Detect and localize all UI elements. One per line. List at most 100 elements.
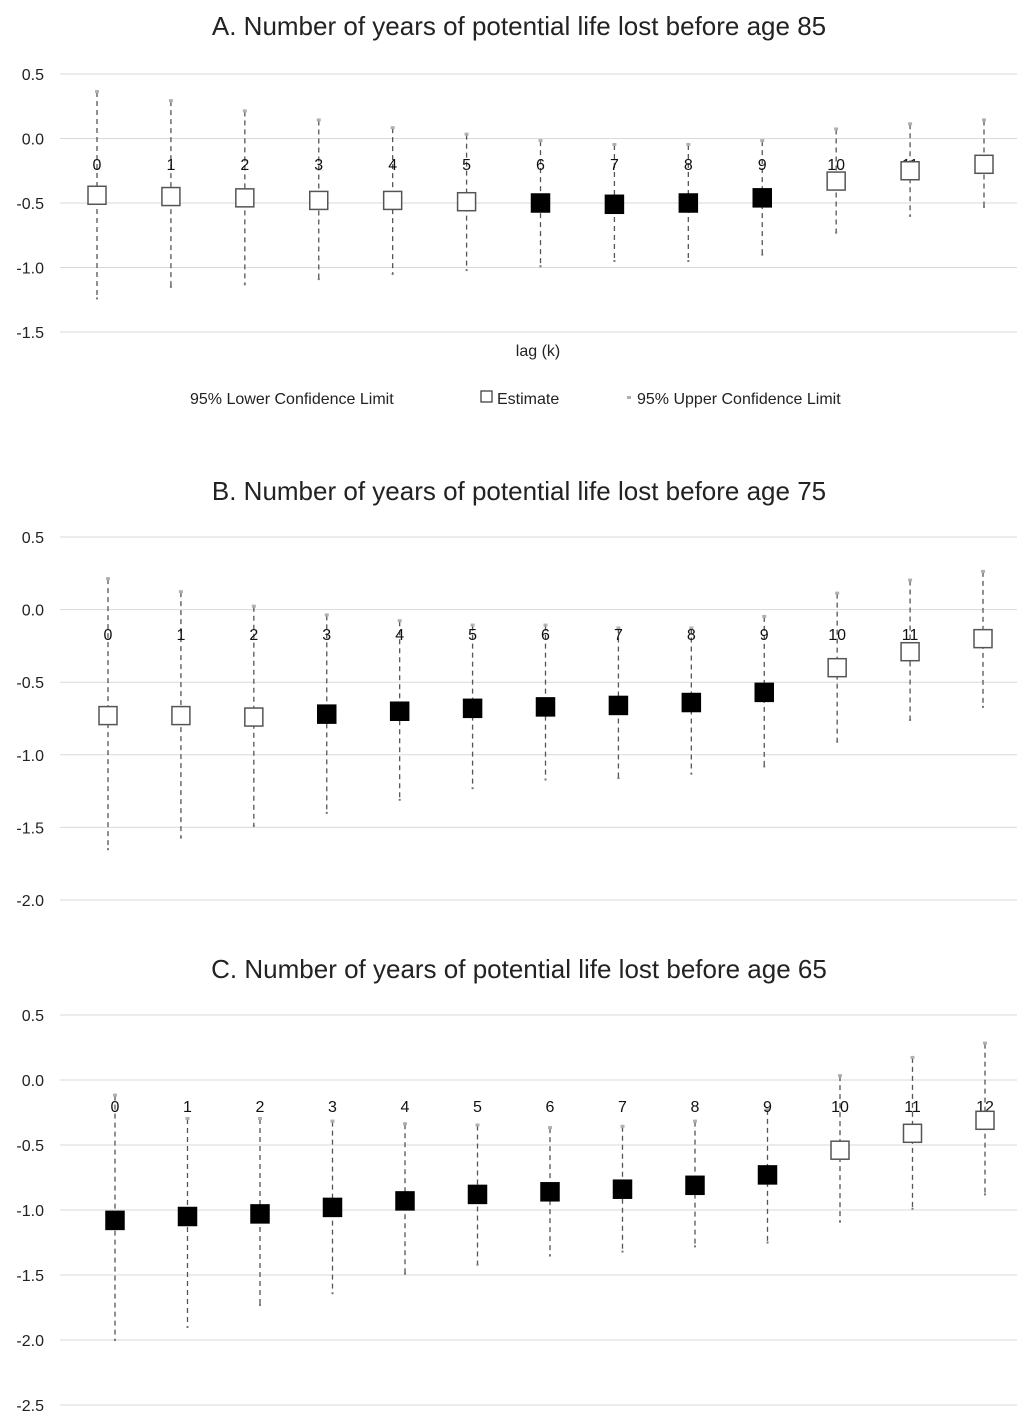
chart-b-lower-marker — [544, 778, 547, 781]
chart-c-category-label: 3 — [328, 1099, 337, 1116]
chart-c-category-label: 6 — [546, 1099, 555, 1116]
chart-b-lower-marker — [982, 705, 984, 708]
chart-c-upper-marker — [693, 1119, 697, 1123]
chart-c-estimate-point — [177, 1206, 198, 1227]
chart-a-category-label: 9 — [758, 157, 767, 174]
chart-b-estimate-point — [317, 704, 337, 724]
chart-c-ytick-label: 0.5 — [22, 1008, 44, 1025]
chart-b-estimate-point — [827, 657, 847, 678]
chart-c-upper-marker — [113, 1093, 117, 1097]
chart-a-estimate-point — [382, 190, 403, 211]
chart-c-upper-marker — [838, 1074, 842, 1078]
chart-a-lower-marker — [539, 265, 542, 268]
chart-a-legend: 95% Lower Confidence Limit Estimate 95% … — [190, 390, 841, 408]
chart-c-estimate-point — [467, 1184, 488, 1205]
chart-a-upper-marker — [760, 139, 765, 143]
chart-b-upper-marker — [543, 623, 548, 627]
chart-a-estimate-point — [309, 190, 329, 211]
chart-a-estimate-point — [235, 188, 255, 208]
chart-b-upper-marker — [178, 590, 183, 594]
chart-b-upper-marker — [835, 591, 840, 595]
chart-a-category-label: 4 — [388, 157, 397, 174]
chart-c-lower-marker — [259, 1303, 261, 1306]
chart-a-estimate-point — [456, 191, 477, 212]
chart-b-estimate-point — [973, 628, 993, 649]
chart-c-ytick-label: -1.5 — [16, 1268, 44, 1285]
chart-b-lower-marker — [690, 772, 693, 775]
chart-b-estimate-point — [389, 701, 410, 721]
chart-c-upper-marker — [258, 1117, 262, 1120]
chart-c-lower-marker — [694, 1245, 696, 1248]
chart-a-upper-marker — [982, 118, 986, 122]
chart-c-category-label: 8 — [691, 1099, 700, 1116]
chart-c-category-label: 4 — [401, 1099, 410, 1116]
chart-a-category-label: 8 — [684, 157, 693, 174]
chart-a: A. Number of years of potential life los… — [16, 11, 1017, 408]
chart-a-title: A. Number of years of potential life los… — [212, 11, 826, 41]
chart-c-ytick-label: -2.0 — [16, 1333, 44, 1350]
chart-a-lower-marker — [96, 297, 98, 300]
chart-c-estimate-point — [540, 1182, 560, 1202]
chart-b-estimate-point — [608, 695, 629, 716]
chart-a-estimate-point — [974, 154, 994, 175]
chart-c-upper-marker — [330, 1119, 335, 1123]
chart-c-upper-marker — [983, 1041, 987, 1045]
chart-a-category-label: 5 — [462, 157, 471, 174]
chart-b-lower-marker — [617, 777, 620, 780]
chart-a-estimate-point — [900, 161, 920, 181]
chart-c-upper-marker — [548, 1126, 552, 1130]
chart-a-estimate-point — [161, 186, 181, 207]
chart-a-estimate-point — [678, 193, 699, 213]
legend-swatch-upper — [627, 396, 631, 399]
chart-b-lower-marker — [471, 787, 474, 790]
chart-a-ytick-label: 0.5 — [22, 67, 44, 84]
chart-b-title: B. Number of years of potential life los… — [212, 476, 826, 506]
chart-a-estimate-point — [752, 188, 772, 208]
chart-a-upper-marker — [316, 118, 321, 122]
chart-b-upper-marker — [251, 604, 256, 608]
chart-c-upper-marker — [910, 1055, 915, 1059]
chart-a-lower-marker — [391, 272, 394, 275]
chart-b-estimate-point — [244, 707, 264, 727]
chart-a-lower-marker — [613, 260, 616, 263]
chart-c-lower-marker — [766, 1241, 769, 1244]
chart-c-category-label: 0 — [111, 1099, 120, 1116]
chart-c-estimate-point — [322, 1197, 343, 1218]
chart-c-lower-marker — [911, 1207, 914, 1210]
chart-b-category-label: 3 — [322, 627, 331, 644]
chart-a-lower-marker — [983, 205, 985, 208]
chart-a-estimate-point — [530, 193, 551, 213]
chart-b-lower-marker — [252, 824, 255, 827]
legend-label-upper: 95% Upper Confidence Limit — [637, 391, 841, 408]
chart-b-category-label: 11 — [902, 627, 919, 644]
chart-b-lower-marker — [763, 765, 766, 768]
chart-b-category-label: 1 — [176, 627, 185, 644]
chart-b-estimate-point — [462, 698, 483, 719]
chart-c: C. Number of years of potential life los… — [16, 954, 1017, 1412]
chart-a-upper-marker — [612, 142, 617, 146]
chart-b-category-label: 2 — [249, 627, 258, 644]
chart-a-upper-marker — [834, 127, 839, 131]
chart-a-upper-marker — [908, 122, 913, 126]
chart-c-upper-marker — [185, 1117, 190, 1120]
legend-item-estimate: Estimate — [480, 390, 559, 408]
chart-b-upper-marker — [908, 578, 913, 582]
chart-a-upper-marker — [464, 132, 469, 136]
chart-c-category-label: 5 — [473, 1099, 482, 1116]
chart-a-lower-marker — [465, 269, 468, 272]
chart-a-category-label: 3 — [314, 157, 323, 174]
chart-a-category-label: 2 — [240, 157, 249, 174]
chart-c-lower-marker — [114, 1339, 116, 1341]
chart-a-estimate-point — [604, 194, 625, 215]
chart-a-category-label: 0 — [93, 157, 102, 174]
chart-c-estimate-point — [250, 1204, 270, 1224]
chart-b-upper-marker — [762, 614, 767, 618]
chart-a-estimate-point — [826, 171, 846, 191]
chart-b-lower-marker — [107, 848, 109, 851]
chart-c-estimate-point — [395, 1191, 415, 1211]
chart-b-upper-marker — [324, 613, 329, 617]
chart-c-category-label: 7 — [618, 1099, 627, 1116]
chart-a-upper-marker — [95, 90, 99, 94]
legend-label-lower: 95% Lower Confidence Limit — [190, 391, 394, 408]
